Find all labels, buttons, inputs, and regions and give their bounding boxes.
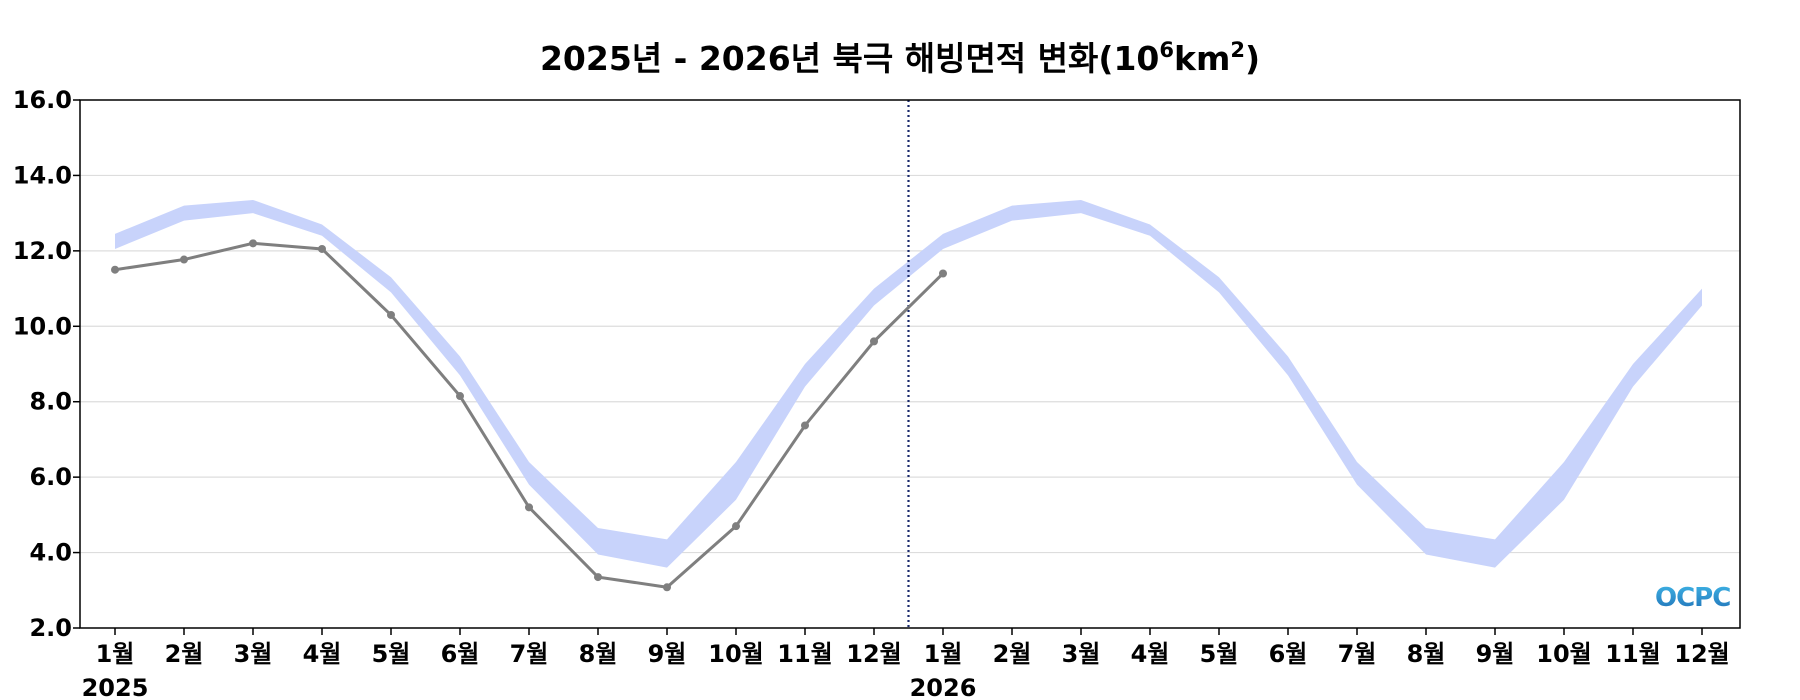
x-tick-label: 5월 xyxy=(372,640,411,668)
series-point xyxy=(801,421,809,430)
y-tick-label: 14.0 xyxy=(13,161,72,189)
x-tick-label: 1월 xyxy=(924,640,963,668)
ocpc-logo-text: OCPC xyxy=(1655,583,1730,613)
climatology-band xyxy=(115,199,1702,568)
chart-title: 2025년 - 2026년 북극 해빙면적 변화(106km2) xyxy=(540,38,1260,78)
series-layer xyxy=(111,239,947,592)
x-tick-label: 6월 xyxy=(1269,640,1308,668)
x-tick-label: 11월 xyxy=(777,640,832,668)
x-tick-label: 1월 xyxy=(96,640,135,668)
x-tick-label: 6월 xyxy=(441,640,480,668)
x-tick-label: 4월 xyxy=(1131,640,1170,668)
series-point xyxy=(249,239,257,248)
series-point xyxy=(939,269,947,278)
series-point xyxy=(387,310,395,319)
series-point xyxy=(732,522,740,531)
x-tick-label: 7월 xyxy=(1338,640,1377,668)
y-tick-label: 12.0 xyxy=(13,237,72,265)
y-axis: 16.0 14.0 12.0 10.0 8.0 6.0 4.0 2.0 xyxy=(13,86,80,642)
x-tick-label: 12월 xyxy=(846,640,901,668)
year-label: 2026 xyxy=(910,674,977,700)
grid-lines xyxy=(80,174,1740,554)
x-tick-label: 2월 xyxy=(993,640,1032,668)
x-tick-label: 3월 xyxy=(1062,640,1101,668)
series-point xyxy=(456,392,464,401)
ocpc-logo: OCPC xyxy=(1655,583,1731,613)
y-tick-label: 4.0 xyxy=(29,539,72,567)
x-tick-label: 4월 xyxy=(303,640,342,668)
climatology-band-layer xyxy=(115,199,1702,568)
x-tick-label: 9월 xyxy=(1476,640,1515,668)
x-tick-label: 2월 xyxy=(165,640,204,668)
x-tick-label: 11월 xyxy=(1605,640,1660,668)
y-tick-label: 2.0 xyxy=(29,614,72,642)
x-tick-label: 10월 xyxy=(1536,640,1591,668)
x-tick-label: 7월 xyxy=(510,640,549,668)
series-point xyxy=(663,583,671,592)
x-axis: 1월 2월 3월 4월 5월 6월 7월 8월 9월 10월 11월 12월 1월 2월 3월 4월 5월 6월 7… xyxy=(82,628,1730,700)
x-tick-label: 8월 xyxy=(579,640,618,668)
y-tick-label: 16.0 xyxy=(13,86,72,114)
series-point xyxy=(111,265,119,274)
series-point xyxy=(318,244,326,253)
plot-frame xyxy=(79,99,1741,629)
x-tick-label: 10월 xyxy=(708,640,763,668)
x-tick-label: 5월 xyxy=(1200,640,1239,668)
x-tick-label: 12월 xyxy=(1674,640,1729,668)
year-label: 2025 xyxy=(82,674,149,700)
series-point xyxy=(594,573,602,582)
y-tick-label: 8.0 xyxy=(29,388,72,416)
y-tick-label: 6.0 xyxy=(29,463,72,491)
series-line-0 xyxy=(114,241,945,589)
series-point xyxy=(180,255,188,264)
series-point xyxy=(525,503,533,512)
y-tick-label: 10.0 xyxy=(13,312,72,340)
series-point xyxy=(870,337,878,346)
x-tick-label: 3월 xyxy=(234,640,273,668)
x-tick-label: 9월 xyxy=(648,640,687,668)
x-tick-label: 8월 xyxy=(1407,640,1446,668)
